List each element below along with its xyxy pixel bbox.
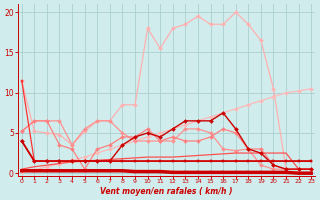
X-axis label: Vent moyen/en rafales ( km/h ): Vent moyen/en rafales ( km/h ) <box>100 187 233 196</box>
